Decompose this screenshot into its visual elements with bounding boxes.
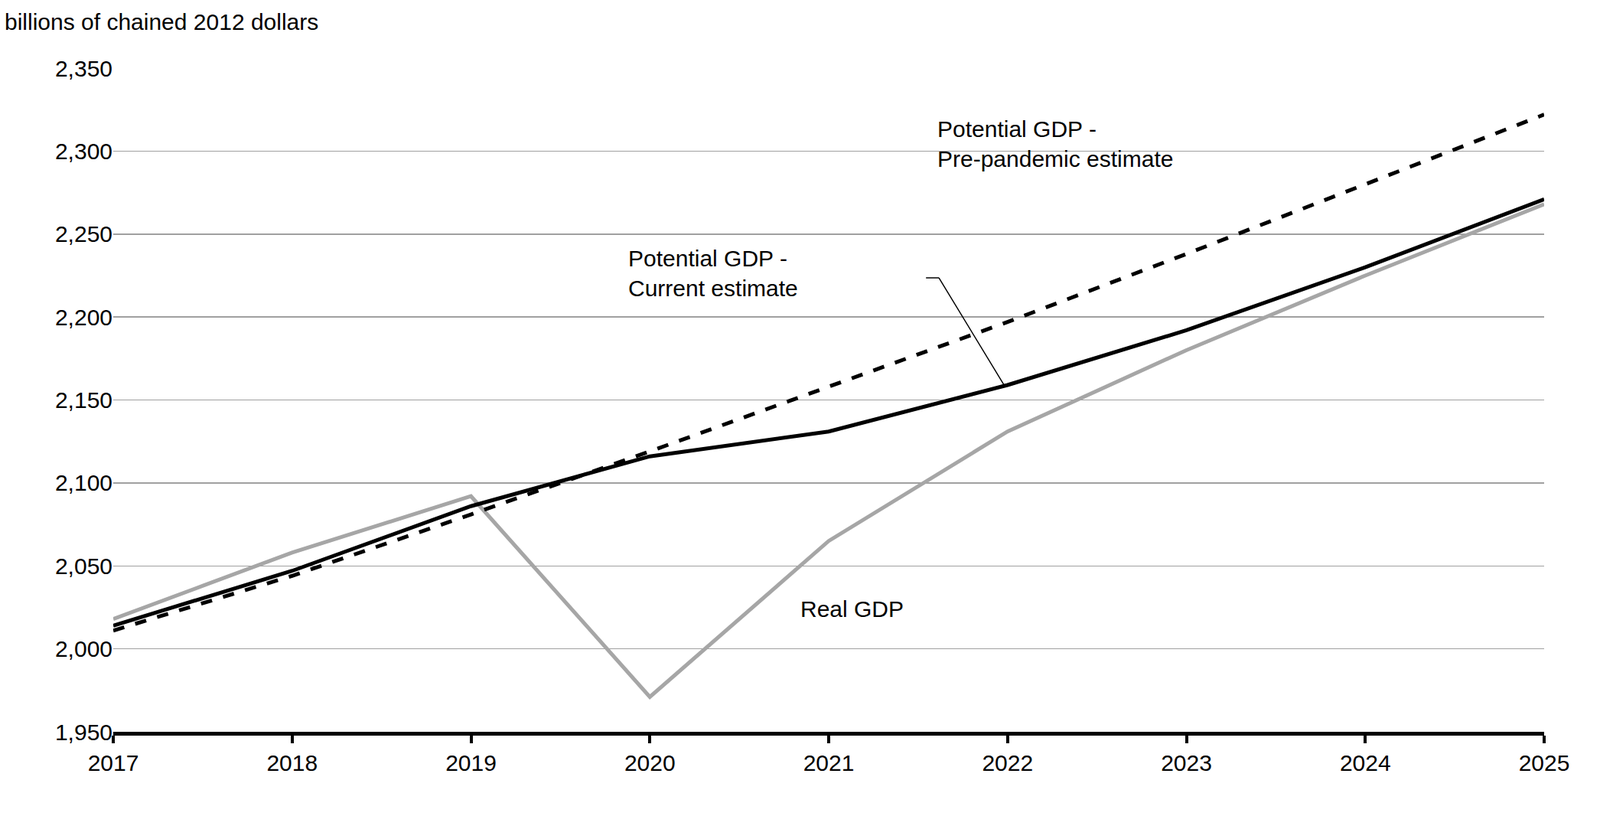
svg-text:1,950: 1,950 <box>55 719 113 745</box>
svg-text:2,250: 2,250 <box>55 221 113 247</box>
svg-text:2019: 2019 <box>445 749 497 776</box>
svg-text:2022: 2022 <box>981 749 1033 776</box>
svg-text:Potential GDP -Current estimat: Potential GDP -Current estimate <box>628 245 799 301</box>
svg-text:Real GDP: Real GDP <box>800 596 904 622</box>
svg-text:2,000: 2,000 <box>55 635 113 662</box>
svg-text:2021: 2021 <box>803 749 855 776</box>
svg-text:2020: 2020 <box>624 749 676 776</box>
svg-text:2,350: 2,350 <box>55 55 113 82</box>
svg-text:2024: 2024 <box>1339 749 1392 776</box>
svg-text:2017: 2017 <box>87 749 140 776</box>
svg-text:2,100: 2,100 <box>55 469 113 496</box>
svg-text:Potential GDP -Pre-pandemic es: Potential GDP -Pre-pandemic estimate <box>937 116 1174 172</box>
svg-text:2025: 2025 <box>1518 749 1571 776</box>
svg-text:2,150: 2,150 <box>55 387 113 413</box>
svg-text:2023: 2023 <box>1160 749 1213 776</box>
svg-text:2,050: 2,050 <box>55 553 113 579</box>
svg-text:2,300: 2,300 <box>55 138 113 164</box>
svg-text:2018: 2018 <box>266 749 318 776</box>
svg-text:billions of chained 2012 dolla: billions of chained 2012 dollars <box>4 9 319 35</box>
svg-text:2,200: 2,200 <box>55 304 113 330</box>
